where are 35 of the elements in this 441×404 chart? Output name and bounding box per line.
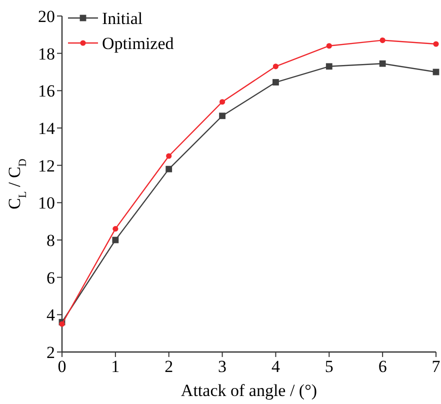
point bbox=[112, 226, 118, 232]
x-tick-label: 5 bbox=[324, 357, 334, 376]
point bbox=[326, 63, 332, 70]
point bbox=[59, 321, 65, 327]
legend-label: Initial bbox=[102, 9, 143, 28]
point bbox=[326, 43, 332, 49]
point bbox=[112, 236, 119, 244]
y-tick-label: 4 bbox=[46, 306, 56, 325]
y-tick-label: 8 bbox=[46, 231, 55, 250]
x-tick-label: 6 bbox=[378, 357, 387, 376]
y-tick-label: 18 bbox=[38, 44, 55, 64]
x-tick-label: 3 bbox=[218, 357, 227, 376]
point bbox=[166, 153, 172, 159]
point bbox=[219, 99, 226, 105]
x-tick-label: 4 bbox=[271, 357, 280, 376]
y-tick-label: 12 bbox=[38, 156, 55, 176]
legend-label: Optimized bbox=[102, 34, 174, 53]
point bbox=[272, 64, 279, 70]
y-tick-label: 6 bbox=[46, 268, 55, 288]
point bbox=[219, 112, 226, 120]
point bbox=[272, 79, 279, 86]
x-tick-label: 1 bbox=[111, 357, 120, 376]
x-tick-label: 2 bbox=[164, 357, 174, 376]
x-tick-label: 0 bbox=[58, 357, 66, 376]
point bbox=[166, 166, 172, 172]
y-tick-label: 16 bbox=[38, 82, 55, 101]
point bbox=[433, 41, 439, 47]
point bbox=[380, 37, 386, 44]
y-tick-label: 2 bbox=[46, 343, 55, 362]
x-tick-label: 7 bbox=[432, 357, 441, 376]
y-tick-label: 20 bbox=[38, 7, 55, 26]
x-axis-title: Attack of angle / (°) bbox=[180, 381, 318, 400]
y-tick-label: 10 bbox=[38, 194, 55, 213]
y-tick-label: 14 bbox=[38, 119, 56, 138]
point bbox=[379, 60, 386, 67]
